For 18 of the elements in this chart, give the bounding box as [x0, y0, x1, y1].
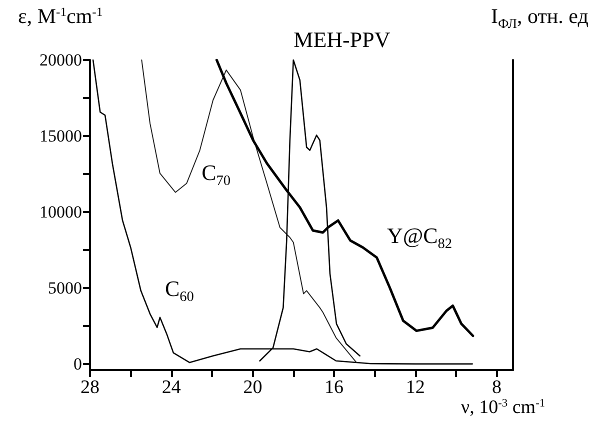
series-label: C$_{60}$: [164, 276, 194, 305]
y-tick-label: 0: [74, 354, 82, 374]
y-tick-label: 10000: [40, 202, 82, 222]
y-tick-label: 15000: [40, 126, 82, 146]
y-tick-label: 20000: [40, 50, 82, 70]
series-label: Y@C$_{82}$: [386, 222, 452, 252]
x-tick-label: 28: [80, 377, 100, 398]
series-label: MEH-PPV: [294, 27, 390, 52]
x-tick-label: 8: [492, 377, 502, 398]
x-tick-label: 20: [243, 377, 262, 398]
y-tick-label: 5000: [48, 278, 82, 298]
x-axis-title: ν, 10$^{-3}$ cm$^{-1}$: [461, 397, 546, 418]
x-tick-label: 12: [406, 377, 425, 398]
y-axis-title: ε, M$^{-1}$cm$^{-1}$: [18, 4, 103, 28]
series-label: C$_{70}$: [202, 160, 231, 190]
x-tick-label: 16: [324, 377, 344, 398]
x-tick-label: 24: [162, 377, 182, 398]
y2-axis-title: I$_{ФЛ}$, отн. ед: [491, 4, 588, 31]
